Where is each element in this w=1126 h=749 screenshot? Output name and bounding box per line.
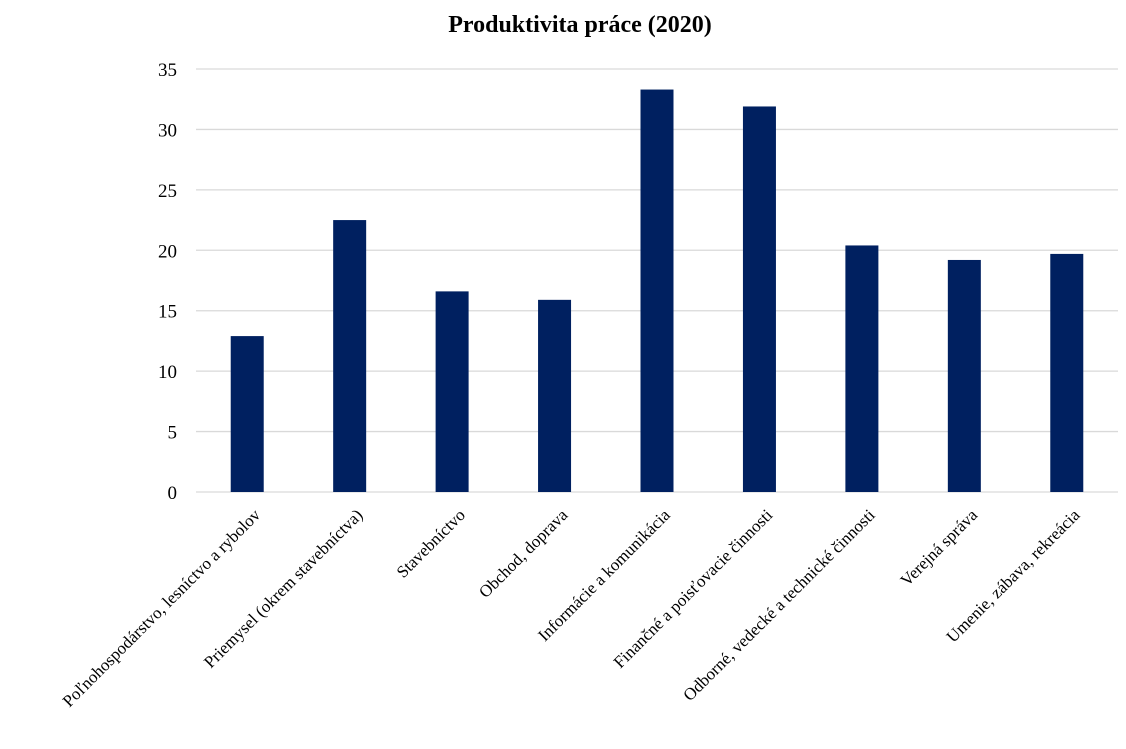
- x-category-label: Odborné, vedecké a technické činnosti: [679, 505, 879, 705]
- bar: [640, 89, 674, 492]
- y-tick-label: 30: [158, 120, 177, 141]
- x-category-label: Poľnohospodárstvo, lesníctvo a rybolov: [59, 505, 265, 711]
- chart-title: Produktivita práce (2020): [448, 12, 712, 38]
- y-tick-label: 0: [168, 483, 178, 504]
- y-tick-label: 10: [158, 362, 177, 383]
- bar: [742, 106, 776, 493]
- bar: [845, 245, 879, 492]
- bar: [538, 299, 572, 492]
- x-category-label: Verejná správa: [897, 505, 982, 590]
- y-tick-label: 25: [158, 181, 177, 202]
- x-axis-category-labels: Poľnohospodárstvo, lesníctvo a rybolovPr…: [59, 505, 1084, 711]
- y-tick-label: 35: [158, 60, 177, 81]
- x-category-label: Obchod, doprava: [475, 505, 572, 602]
- y-tick-label: 20: [158, 241, 177, 262]
- bars: [230, 89, 1084, 493]
- bar: [333, 220, 367, 493]
- y-tick-label: 15: [158, 302, 177, 323]
- y-axis-tick-labels: 0 5 10 15 20 25 30 35: [158, 60, 177, 504]
- bar: [947, 259, 981, 492]
- y-tick-label: 5: [168, 423, 178, 444]
- bar: [230, 336, 264, 492]
- bar: [435, 291, 469, 492]
- bar: [1050, 253, 1084, 492]
- x-category-label: Stavebníctvo: [393, 505, 469, 581]
